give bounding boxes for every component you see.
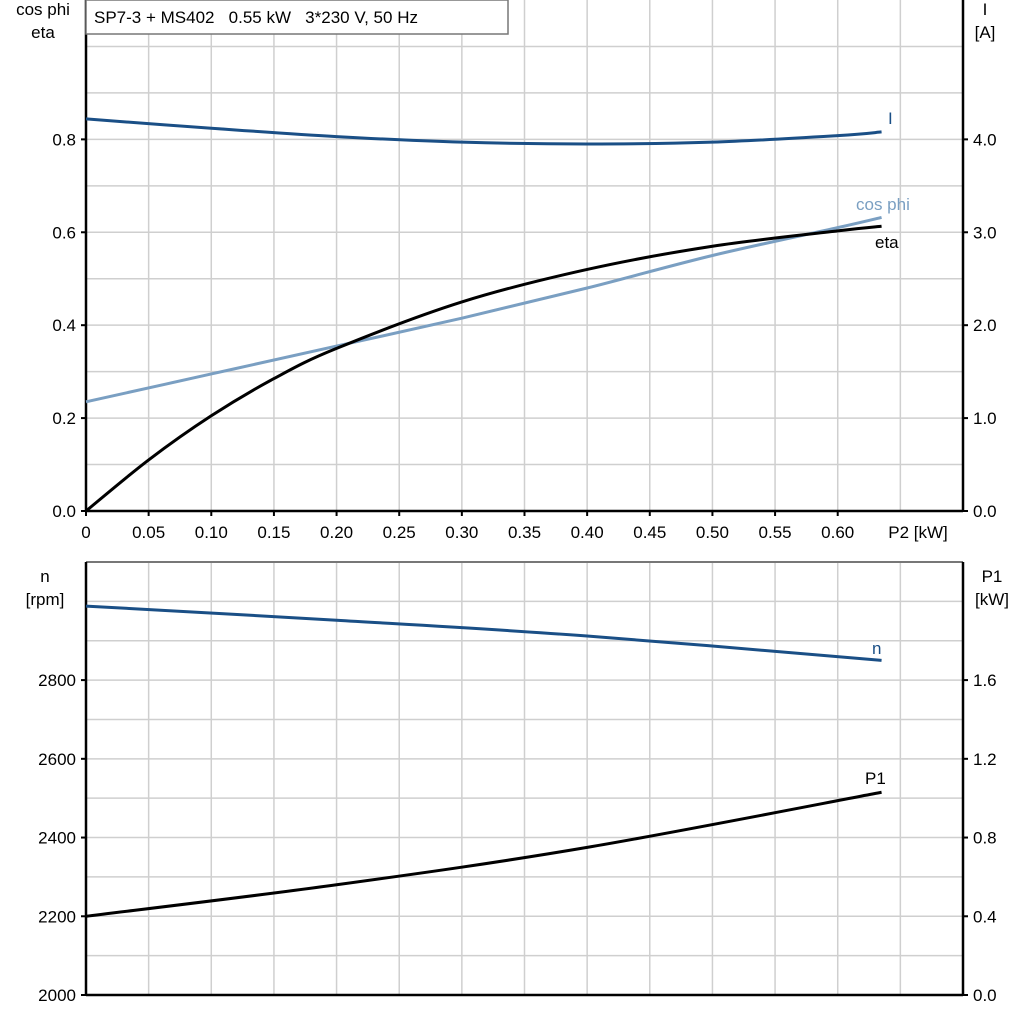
- series-label-I: I: [888, 109, 893, 128]
- y-tick-label-left: 0.4: [52, 316, 76, 335]
- y-tick-label-right: 1.6: [973, 671, 997, 690]
- series-line-I: [85, 117, 882, 146]
- y-tick-label-right: 0.8: [973, 829, 997, 848]
- series-line-P1: [85, 790, 882, 918]
- y-tick-label-left: 2800: [38, 671, 76, 690]
- y-tick-label-right: 1.0: [973, 409, 997, 428]
- series-label-eta: eta: [875, 233, 899, 252]
- y-tick-label-right: 3.0: [973, 223, 997, 242]
- x-tick-label: 0.25: [383, 523, 416, 542]
- x-tick-label: 0.35: [508, 523, 541, 542]
- chart-title: SP7-3 + MS402 0.55 kW 3*230 V, 50 Hz: [94, 8, 418, 27]
- x-tick-label: 0.15: [257, 523, 290, 542]
- series-line-n: [85, 604, 882, 662]
- x-tick-label: 0.10: [195, 523, 228, 542]
- y-tick-label-left: 2200: [38, 907, 76, 926]
- y-tick-label-right: 2.0: [973, 316, 997, 335]
- series-label-cos-phi: cos phi: [856, 195, 910, 214]
- y-tick-label-right: 1.2: [973, 750, 997, 769]
- y-axis-label-right: I: [983, 0, 988, 19]
- series-label-P1: P1: [865, 769, 886, 788]
- y-tick-label-right: 0.4: [973, 907, 997, 926]
- x-tick-label: 0.50: [696, 523, 729, 542]
- y-tick-label-left: 0.2: [52, 409, 76, 428]
- y-axis-label-right: [kW]: [975, 590, 1009, 609]
- series-line-eta: [85, 224, 882, 513]
- x-tick-label: 0.40: [571, 523, 604, 542]
- y-tick-label-right: 0.0: [973, 986, 997, 1005]
- x-tick-label: 0.60: [821, 523, 854, 542]
- y-tick-label-left: 2600: [38, 750, 76, 769]
- x-tick-label: 0.20: [320, 523, 353, 542]
- x-tick-label: 0.05: [132, 523, 165, 542]
- y-axis-label-left: cos phi: [16, 0, 70, 19]
- x-tick-label: 0.55: [759, 523, 792, 542]
- y-axis-label-right: P1: [982, 567, 1003, 586]
- y-tick-label-right: 0.0: [973, 502, 997, 521]
- y-axis-label-right: [A]: [975, 23, 996, 42]
- title-box: [85, 0, 509, 35]
- x-tick-label: 0.45: [633, 523, 666, 542]
- y-tick-label-left: 0.8: [52, 130, 76, 149]
- x-tick-label: 0.30: [445, 523, 478, 542]
- y-tick-label-right: 4.0: [973, 130, 997, 149]
- series-line-cos-phi: [85, 215, 882, 404]
- y-tick-label-left: 0.6: [52, 223, 76, 242]
- y-axis-label-left: eta: [31, 23, 55, 42]
- y-tick-label-left: 2000: [38, 986, 76, 1005]
- y-tick-label-left: 2400: [38, 829, 76, 848]
- x-axis-label: P2 [kW]: [888, 523, 948, 542]
- y-axis-label-left: [rpm]: [26, 590, 65, 609]
- series-label-n: n: [872, 639, 881, 658]
- y-tick-label-left: 0.0: [52, 502, 76, 521]
- x-tick-label: 0: [81, 523, 90, 542]
- y-axis-label-left: n: [40, 567, 49, 586]
